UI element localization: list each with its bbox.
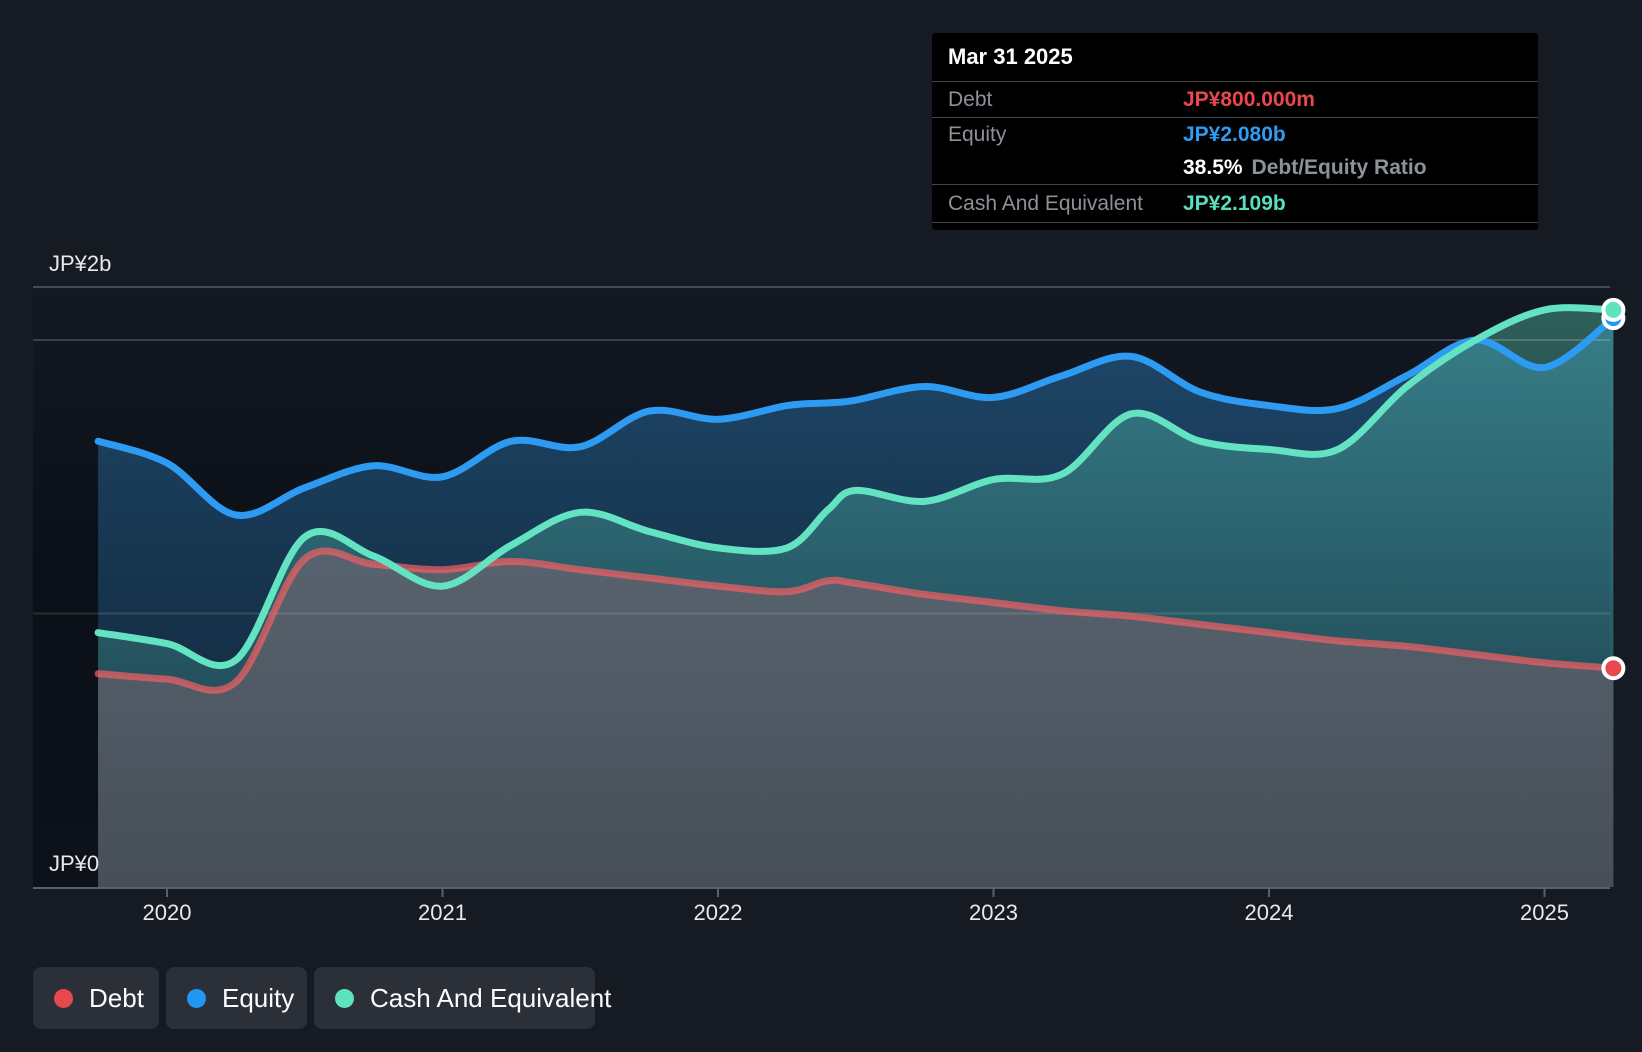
- tooltip-bottom-border: [932, 222, 1538, 230]
- legend-chip-cash[interactable]: Cash And Equivalent: [314, 967, 611, 1029]
- tooltip-debt-label: Debt: [948, 87, 993, 111]
- line-cash-and-equivalent: [94, 304, 1617, 670]
- tooltip-equity-value: JP¥2.080b: [1183, 122, 1286, 146]
- debt-equity-ratio: 38.5% Debt/Equity Ratio: [1183, 156, 1427, 180]
- legend-cash-label: Cash And Equivalent: [370, 982, 612, 1013]
- tooltip-debt-value: JP¥800.000m: [1183, 87, 1315, 111]
- tooltip-cash-value: JP¥2.109b: [1183, 191, 1286, 215]
- x-axis-label-2025: 2025: [1520, 900, 1569, 925]
- y-axis-label-0: JP¥0: [49, 851, 100, 876]
- legend-debt-label: Debt: [89, 982, 144, 1013]
- tooltip-row-debt: Debt JP¥800.000m: [932, 81, 1538, 117]
- tooltip-equity-label: Equity: [948, 122, 1007, 146]
- tooltip-cash-label: Cash And Equivalent: [948, 191, 1143, 215]
- marker-debt: [1601, 656, 1626, 681]
- equity-dot-icon: [187, 988, 206, 1008]
- ratio-label: Debt/Equity Ratio: [1251, 155, 1427, 179]
- line-equity: [94, 314, 1617, 519]
- x-axis-label-2022: 2022: [693, 900, 743, 925]
- marker-cash-and-equivalent: [1601, 297, 1626, 322]
- y-axis-label-2b: JP¥2b: [49, 251, 112, 276]
- x-axis-label-2020: 2020: [142, 900, 192, 925]
- area-debt: [98, 550, 1614, 887]
- tooltip-row-ratio: 38.5% Debt/Equity Ratio: [932, 151, 1538, 184]
- legend-chip-debt[interactable]: Debt: [33, 967, 159, 1029]
- cash-dot-icon: [335, 988, 354, 1008]
- debt-dot-icon: [54, 988, 73, 1008]
- tooltip: Mar 31 2025 Debt JP¥800.000m Equity JP¥2…: [932, 33, 1538, 230]
- x-axis-label-2021: 2021: [418, 900, 467, 925]
- tooltip-date: Mar 31 2025: [948, 44, 1073, 69]
- ratio-percent: 38.5%: [1183, 155, 1243, 179]
- legend-equity-label: Equity: [222, 982, 295, 1013]
- legend-chip-equity[interactable]: Equity: [166, 967, 307, 1029]
- legend: Debt Equity Cash And Equivalent: [33, 967, 611, 1029]
- x-axis-label-2024: 2024: [1244, 900, 1294, 925]
- tooltip-row-equity: Equity JP¥2.080b: [932, 117, 1538, 151]
- tooltip-row-cash: Cash And Equivalent JP¥2.109b: [932, 184, 1538, 222]
- line-debt: [94, 547, 1617, 694]
- x-axis-label-2023: 2023: [969, 900, 1018, 925]
